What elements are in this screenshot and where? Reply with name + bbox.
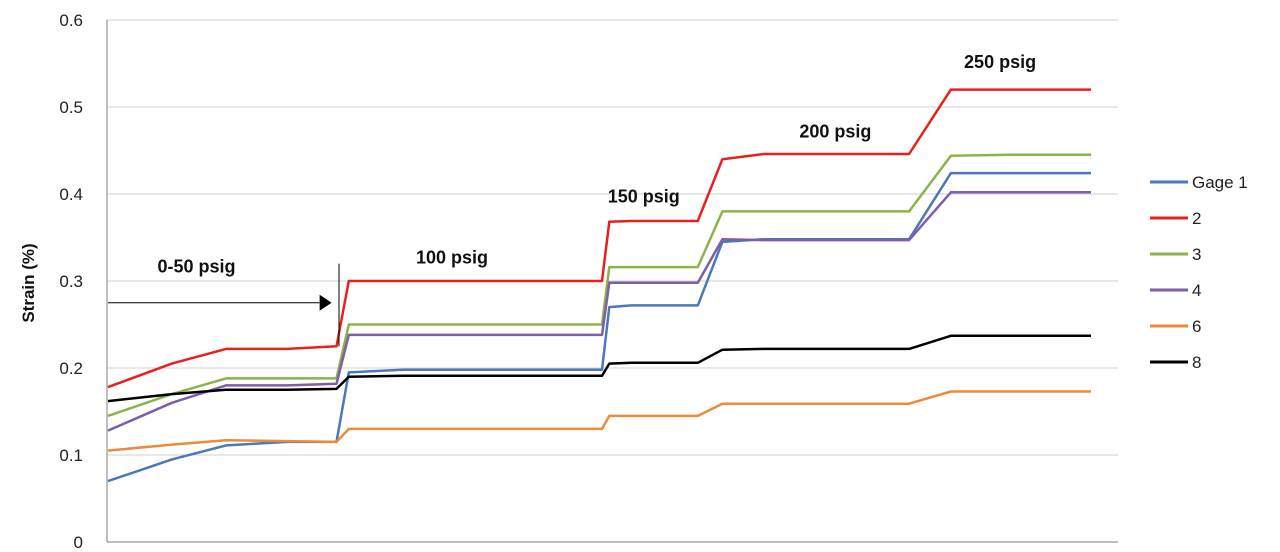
series-lines [107,88,1091,483]
y-tick-label: 0.5 [59,98,83,117]
legend: Gage 1 2 3 4 6 8 [1150,173,1248,372]
annotation-arrow-head [319,294,332,311]
annotation-label: 200 psig [799,121,871,141]
series-line-4 [107,191,1091,432]
y-tick-label: 0.2 [59,359,83,378]
annotation-label: 250 psig [964,52,1036,72]
y-tick-label: 0.3 [59,272,83,291]
legend-label: 3 [1192,245,1201,264]
y-tick-label: 0.4 [59,185,83,204]
series-line-5 [107,390,1091,452]
legend-label: 2 [1192,209,1201,228]
annotation-label: 100 psig [416,248,488,268]
gridlines [106,19,1118,543]
series-line-2 [107,88,1091,389]
y-tick-label: 0.1 [59,446,83,465]
annotation-label: 150 psig [608,187,680,207]
series-line-1 [107,171,1091,483]
legend-label: 6 [1192,317,1201,336]
y-axis-ticks: 0 0.1 0.2 0.3 0.4 0.5 0.6 [59,11,83,552]
y-axis-title: Strain (%) [19,243,38,322]
legend-label: 4 [1192,281,1201,300]
y-tick-label: 0 [74,533,83,552]
series-line-6 [107,334,1091,403]
annotation-label: 0-50 psig [157,256,235,276]
legend-label: 8 [1192,353,1201,372]
series-line-3 [107,153,1091,418]
legend-label: Gage 1 [1192,173,1248,192]
annotations: 0-50 psig 100 psig 150 psig 200 psig 250 psi… [108,52,1036,347]
y-tick-label: 0.6 [59,11,83,30]
